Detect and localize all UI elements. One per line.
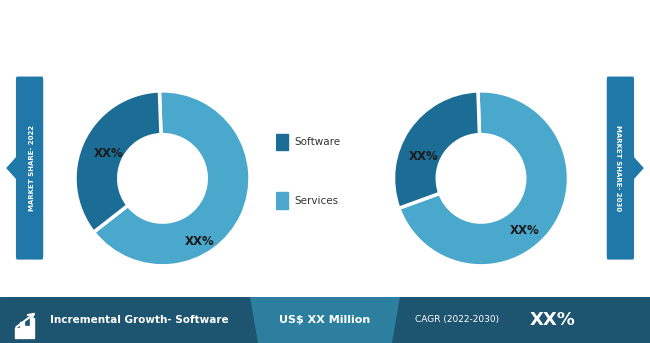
Text: XX%: XX% (530, 311, 576, 329)
Wedge shape (393, 91, 480, 208)
Text: CAGR (2022-2030): CAGR (2022-2030) (415, 315, 499, 324)
Wedge shape (399, 91, 569, 266)
Text: XX%: XX% (510, 224, 540, 237)
FancyBboxPatch shape (16, 76, 43, 260)
Polygon shape (633, 156, 644, 180)
Polygon shape (6, 156, 17, 180)
Bar (25, 326, 29, 338)
Bar (20, 322, 23, 338)
Text: MARKET SHARE- 2030: MARKET SHARE- 2030 (614, 125, 621, 211)
Bar (276, 133, 288, 151)
Bar (30, 318, 34, 338)
Bar (15, 328, 18, 338)
Wedge shape (75, 91, 161, 232)
Wedge shape (94, 91, 250, 266)
Text: MARKET BY COMPONENT: MARKET BY COMPONENT (75, 17, 307, 36)
Bar (0, 297, 270, 343)
Text: XX%: XX% (94, 147, 123, 161)
Text: XX%: XX% (410, 150, 439, 163)
Bar (276, 192, 288, 209)
Text: XX%: XX% (185, 235, 214, 248)
Polygon shape (250, 297, 400, 343)
Text: Services: Services (294, 196, 339, 206)
Text: MARKET SHARE- 2022: MARKET SHARE- 2022 (29, 125, 36, 211)
Text: US$ XX Million: US$ XX Million (280, 315, 370, 325)
FancyBboxPatch shape (607, 76, 634, 260)
Text: Incremental Growth- Software: Incremental Growth- Software (50, 315, 229, 325)
Bar (380, 297, 650, 343)
Text: Software: Software (294, 137, 341, 147)
